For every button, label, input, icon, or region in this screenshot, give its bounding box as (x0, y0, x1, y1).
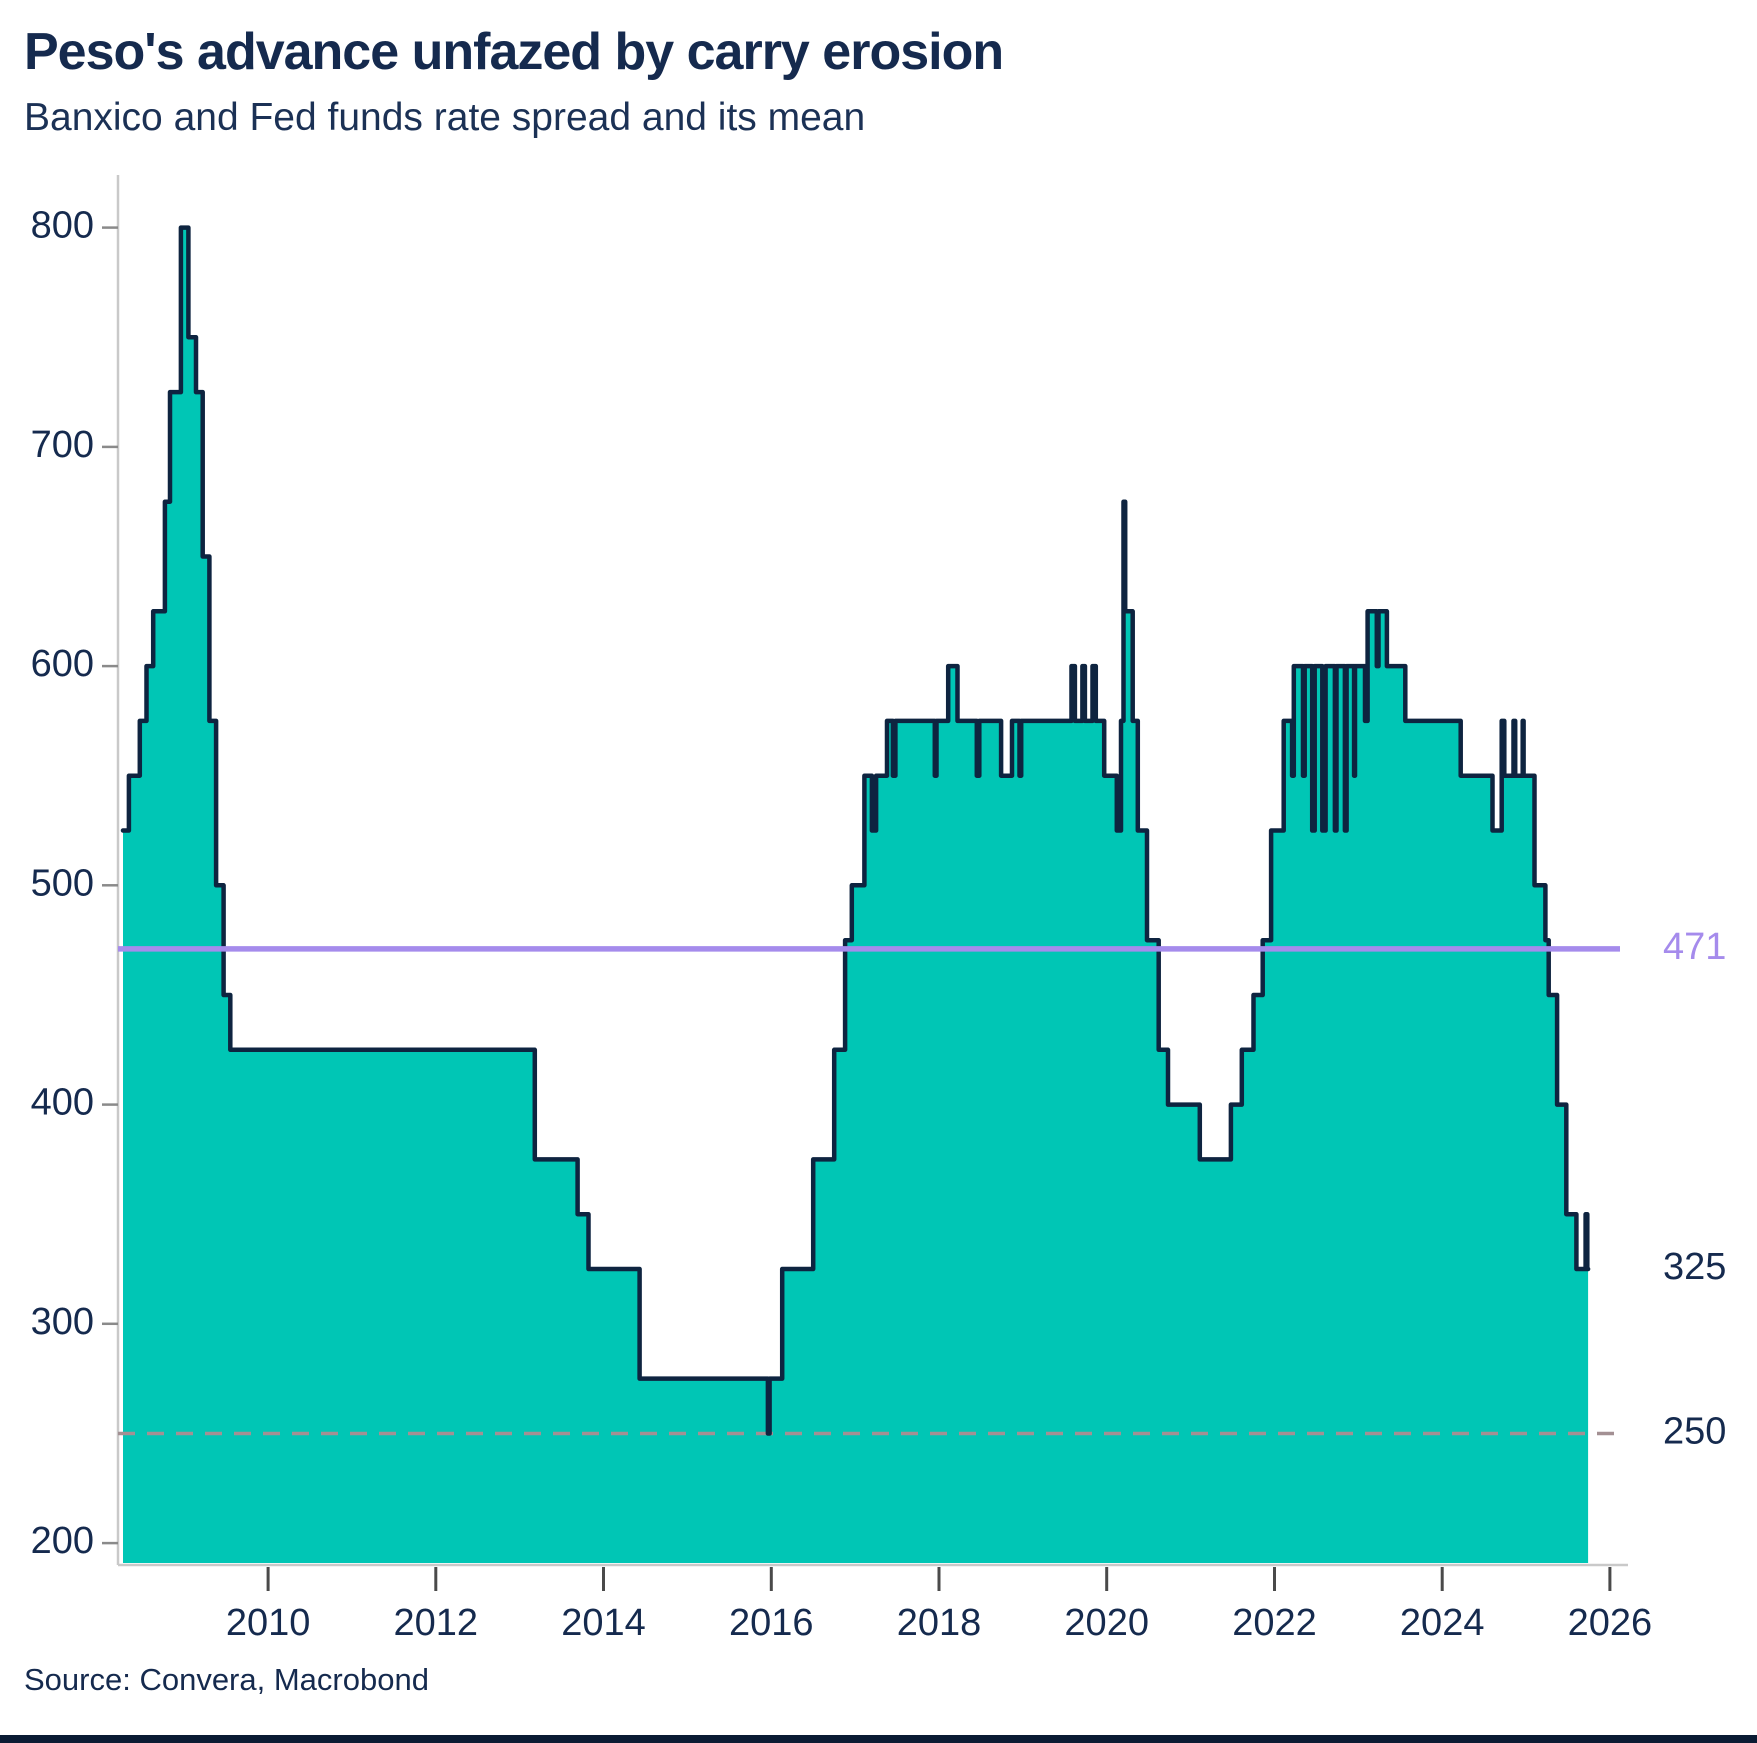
last-value-label: 325 (1663, 1246, 1726, 1288)
y-tick-label: 300 (31, 1301, 94, 1343)
chart-title: Peso's advance unfazed by carry erosion (24, 23, 1004, 81)
footer-accent-bar (0, 1735, 1757, 1743)
x-tick-label: 2012 (394, 1602, 479, 1644)
y-tick-label: 700 (31, 424, 94, 466)
y-tick-label: 400 (31, 1082, 94, 1124)
x-tick-label: 2010 (226, 1602, 311, 1644)
x-tick-label: 2022 (1232, 1602, 1317, 1644)
mean-line-label: 471 (1663, 926, 1726, 968)
x-tick-label: 2014 (561, 1602, 646, 1644)
y-tick-label: 600 (31, 643, 94, 685)
x-tick-label: 2024 (1400, 1602, 1485, 1644)
y-tick-label: 200 (31, 1520, 94, 1562)
x-tick-label: 2020 (1064, 1602, 1149, 1644)
x-tick-label: 2016 (729, 1602, 814, 1644)
y-tick-label: 500 (31, 862, 94, 904)
x-tick-label: 2018 (897, 1602, 982, 1644)
source-note: Source: Convera, Macrobond (24, 1662, 429, 1697)
x-tick-label: 2026 (1568, 1602, 1653, 1644)
y-tick-label: 800 (31, 205, 94, 247)
area-fill (123, 227, 1589, 1564)
reference-line-label: 250 (1663, 1411, 1726, 1453)
chart-subtitle: Banxico and Fed funds rate spread and it… (24, 96, 866, 139)
spread-step-line (120, 225, 1591, 1436)
